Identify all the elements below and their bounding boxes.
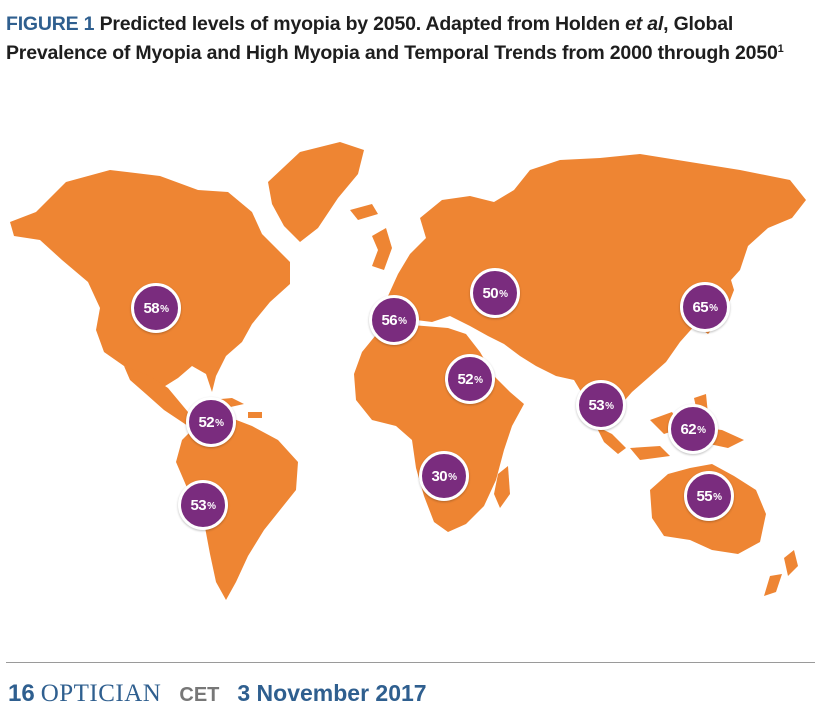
landmass-north-america [10,170,290,392]
bubble-north-africa-middle-east: 52% [445,354,495,404]
caption-text-part2: , Global Prevalence of Myopia and High M… [6,13,778,64]
bubble-north-america: 58% [131,283,181,333]
bubble-east-asia: 65% [680,282,730,332]
landmass-greenland [268,142,364,242]
caption-superscript: 1 [777,43,784,55]
bubble-south-asia: 53% [576,380,626,430]
world-map [10,142,806,600]
figure-label: FIGURE 1 [6,13,95,35]
caption-text-part1: Predicted levels of myopia by 2050. Adap… [99,13,626,35]
caption-text-italic: et al [625,13,664,35]
footer-divider [6,662,815,663]
page-number: 16 [8,680,35,707]
page-footer: 16 OPTICIAN CET 3 November 2017 [8,680,427,714]
bubble-western-europe: 56% [369,295,419,345]
landmass-uk [372,228,392,270]
landmass-madagascar [494,466,510,508]
landmass-iceland [350,204,378,220]
landmass-central-america [124,366,200,430]
continents [10,142,806,600]
landmass-new-zealand [764,550,798,596]
bubble-sub-saharan-africa: 30% [419,451,469,501]
landmass-south-america [176,416,298,600]
bubble-central-america: 52% [186,397,236,447]
magazine-name: OPTICIAN [40,680,162,707]
bubble-south-america: 53% [178,480,228,530]
issue-date: 3 November 2017 [237,680,427,706]
bubble-australasia: 55% [684,471,734,521]
landmass-eurasia [388,154,806,426]
bubble-southeast-asia: 62% [668,404,718,454]
section-label: CET [179,684,220,706]
bubble-eastern-europe: 50% [470,268,520,318]
figure-caption: FIGURE 1 Predicted levels of myopia by 2… [6,10,816,68]
